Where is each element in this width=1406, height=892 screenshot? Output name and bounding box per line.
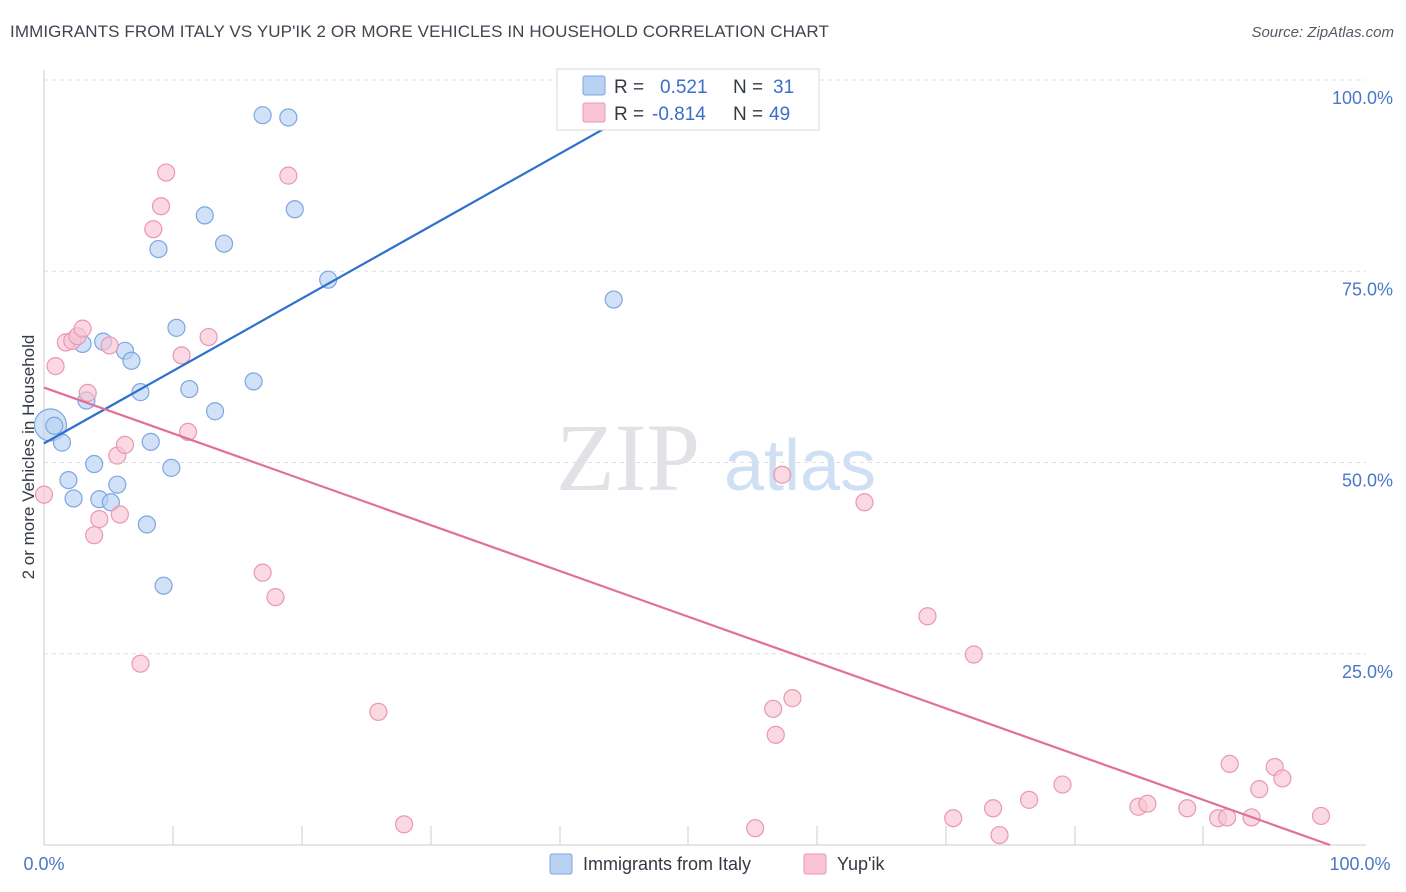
italy-trend-line bbox=[43, 79, 692, 445]
yupik-point-9 bbox=[100, 336, 119, 355]
trend-lines bbox=[43, 79, 1331, 847]
yupik-point-36 bbox=[1019, 790, 1039, 809]
italy-point-30 bbox=[604, 290, 623, 309]
yupik-point-34 bbox=[983, 799, 1003, 818]
yupik-trend-line bbox=[43, 386, 1331, 847]
yupik-point-8 bbox=[90, 510, 109, 529]
yupik-point-19 bbox=[199, 327, 218, 347]
stats-n-label-yupik: N = bbox=[733, 104, 763, 125]
italy-point-18 bbox=[154, 576, 173, 595]
yupik-point-29 bbox=[783, 689, 802, 708]
stats-n-label-italy: N = bbox=[733, 77, 763, 98]
italy-point-28 bbox=[285, 200, 304, 219]
yupik-point-32 bbox=[944, 809, 963, 828]
yupik-point-6 bbox=[78, 383, 97, 402]
y-axis-label: 2 or more Vehicles in Household bbox=[19, 335, 38, 580]
italy-point-7 bbox=[85, 454, 104, 474]
chart-title: IMMIGRANTS FROM ITALY VS YUP'IK 2 OR MOR… bbox=[10, 22, 829, 41]
watermark: ZIP atlas bbox=[556, 404, 876, 511]
italy-point-10 bbox=[101, 493, 120, 512]
italy-point-22 bbox=[195, 206, 214, 225]
italy-point-11 bbox=[108, 475, 127, 494]
yupik-point-12 bbox=[115, 435, 135, 455]
italy-point-4 bbox=[64, 489, 83, 508]
italy-point-1 bbox=[45, 416, 64, 435]
y-tick-label-3: 100.0% bbox=[1332, 88, 1393, 108]
yupik-point-0 bbox=[34, 485, 54, 504]
stats-swatch-yupik bbox=[582, 102, 606, 123]
legend: Immigrants from Italy Yup'ik bbox=[549, 853, 885, 875]
x-tick-label-min: 0.0% bbox=[23, 854, 64, 874]
source-credit: Source: ZipAtlas.com bbox=[1251, 24, 1394, 41]
yupik-point-15 bbox=[151, 197, 171, 216]
yupik-point-30 bbox=[855, 493, 874, 512]
x-tick-labels: 0.0% 100.0% bbox=[23, 854, 1390, 874]
yupik-point-35 bbox=[990, 825, 1009, 845]
grid bbox=[44, 79, 1366, 655]
yupik-point-48 bbox=[1311, 806, 1331, 826]
yupik-point-21 bbox=[266, 588, 285, 607]
x-tick-label-max: 100.0% bbox=[1329, 854, 1390, 874]
stats-n-value-italy: 31 bbox=[773, 77, 794, 98]
legend-label-italy: Immigrants from Italy bbox=[583, 854, 751, 874]
yupik-point-39 bbox=[1138, 794, 1157, 813]
yupik-point-42 bbox=[1220, 754, 1239, 774]
yupik-point-5 bbox=[73, 319, 92, 338]
legend-swatch-italy bbox=[549, 853, 573, 875]
yupik-point-28 bbox=[773, 465, 792, 484]
italy-point-26 bbox=[253, 106, 272, 125]
italy-point-24 bbox=[214, 234, 234, 253]
italy-point-25 bbox=[244, 372, 263, 391]
yupik-point-24 bbox=[394, 815, 414, 834]
yupik-point-14 bbox=[144, 220, 163, 239]
italy-point-16 bbox=[141, 432, 160, 451]
yupik-point-16 bbox=[157, 163, 176, 182]
italy-point-21 bbox=[180, 379, 199, 399]
y-tick-label-2: 75.0% bbox=[1342, 279, 1393, 299]
yupik-point-11 bbox=[110, 505, 129, 524]
stats-r-label-italy: R = bbox=[614, 77, 644, 98]
stats-r-label-yupik: R = bbox=[614, 104, 644, 125]
watermark-zip: ZIP bbox=[556, 404, 700, 511]
stats-box: R = 0.521 N = 31 R = -0.814 N = 49 bbox=[556, 68, 820, 131]
yupik-point-37 bbox=[1053, 775, 1072, 794]
stats-n-value-yupik: 49 bbox=[769, 104, 790, 125]
yupik-point-7 bbox=[85, 526, 104, 545]
stats-swatch-italy bbox=[582, 75, 606, 96]
axes bbox=[43, 70, 1366, 846]
yupik-point-20 bbox=[253, 563, 272, 582]
data-points bbox=[33, 106, 1331, 845]
italy-point-20 bbox=[167, 318, 186, 337]
yupik-point-23 bbox=[369, 702, 388, 721]
yupik-point-26 bbox=[764, 699, 783, 718]
yupik-point-45 bbox=[1250, 780, 1269, 799]
yupik-point-31 bbox=[918, 607, 937, 626]
stats-r-value-yupik: -0.814 bbox=[652, 104, 706, 125]
italy-point-17 bbox=[149, 239, 168, 259]
yupik-point-33 bbox=[964, 645, 983, 664]
watermark-atlas: atlas bbox=[724, 426, 876, 506]
italy-point-27 bbox=[279, 108, 298, 127]
yupik-point-40 bbox=[1178, 799, 1197, 818]
italy-point-15 bbox=[137, 515, 156, 534]
legend-swatch-yupik bbox=[803, 853, 827, 875]
yupik-point-17 bbox=[172, 346, 191, 365]
yupik-point-25 bbox=[746, 819, 765, 838]
italy-point-19 bbox=[162, 458, 181, 477]
y-tick-labels: 25.0% 50.0% 75.0% 100.0% bbox=[1332, 88, 1393, 682]
stats-r-value-italy: 0.521 bbox=[660, 77, 708, 98]
italy-point-13 bbox=[122, 351, 141, 370]
yupik-point-1 bbox=[46, 357, 65, 376]
legend-label-yupik: Yup'ik bbox=[837, 854, 885, 874]
y-tick-label-0: 25.0% bbox=[1342, 662, 1393, 682]
yupik-point-47 bbox=[1273, 769, 1292, 788]
yupik-point-22 bbox=[279, 166, 298, 185]
yupik-point-13 bbox=[131, 654, 150, 673]
italy-point-3 bbox=[59, 470, 78, 490]
italy-point-23 bbox=[205, 402, 225, 421]
y-tick-label-1: 50.0% bbox=[1342, 471, 1393, 491]
yupik-point-27 bbox=[766, 725, 785, 744]
